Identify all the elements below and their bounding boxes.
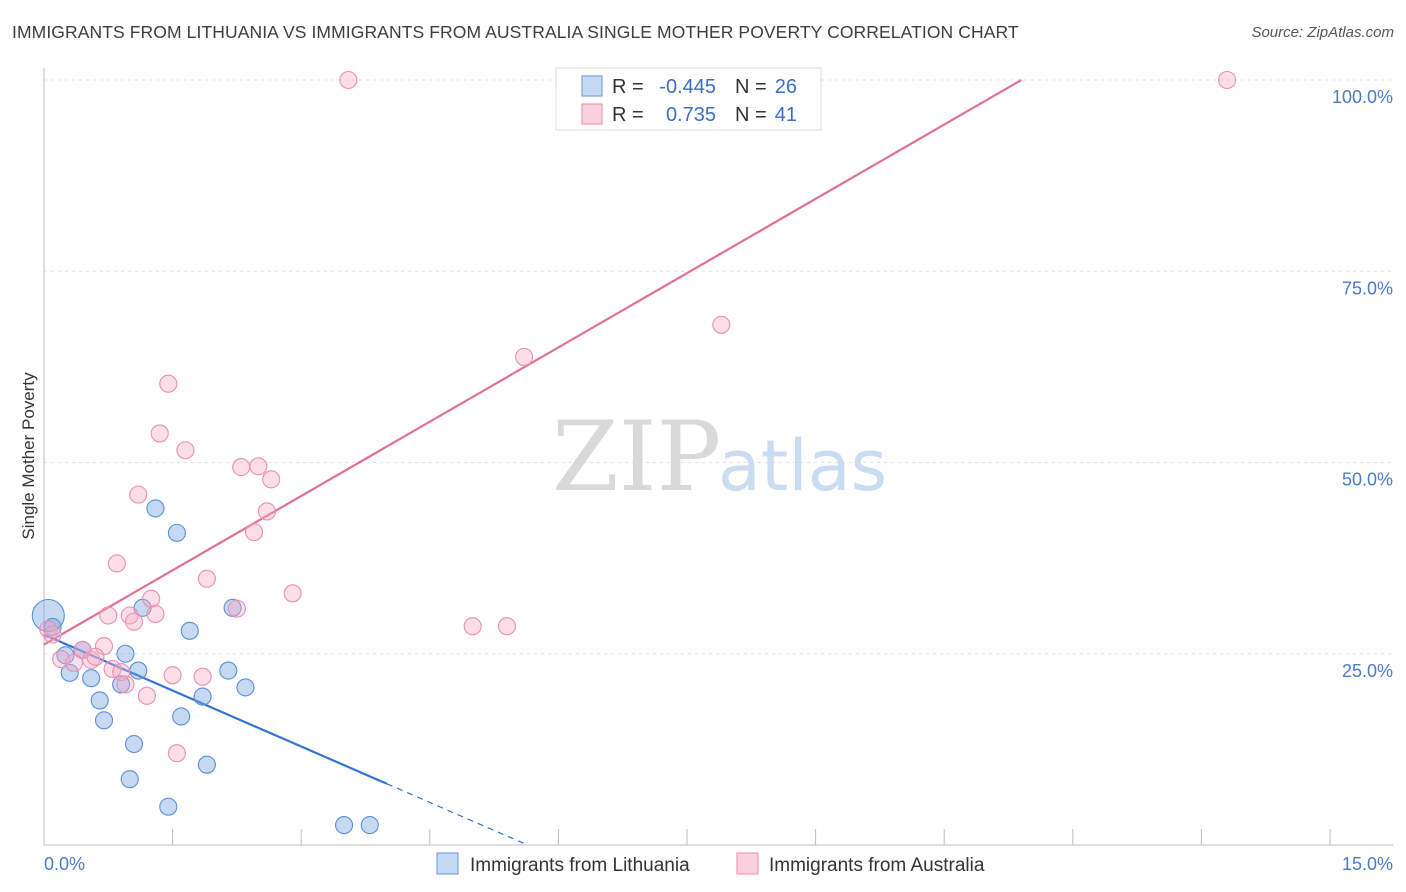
point-australia-22 [176, 441, 195, 460]
point-australia-20 [163, 666, 182, 685]
legend-swatch-australia [736, 852, 759, 875]
point-australia-27 [244, 523, 264, 542]
point-lithuania-16 [167, 523, 186, 542]
point-lithuania-21 [219, 661, 238, 680]
point-australia-16 [142, 589, 161, 608]
axes [43, 68, 1393, 846]
point-australia-28 [249, 457, 268, 476]
point-lithuania-14 [146, 499, 165, 518]
stats-swatch-lithuania [581, 75, 603, 97]
y-tick-label-1: 50.0% [1342, 470, 1393, 490]
point-australia-13 [124, 612, 144, 631]
point-australia-39 [1218, 70, 1237, 90]
trend-lines [43, 79, 1022, 845]
series-legend: Immigrants from Lithuania Immigrants fro… [436, 852, 985, 876]
point-australia-3 [64, 653, 84, 672]
point-australia-9 [116, 675, 135, 694]
point-australia-21 [167, 744, 186, 763]
watermark-zip: ZIP [552, 401, 721, 513]
legend-swatch-lithuania [436, 852, 459, 875]
x-tick-label-min: 0.0% [44, 854, 85, 874]
point-australia-25 [227, 599, 246, 618]
point-australia-17 [146, 604, 165, 624]
grid [44, 79, 1393, 655]
point-australia-1 [43, 625, 62, 644]
trend-line-1 [43, 79, 1022, 646]
point-lithuania-24 [335, 816, 354, 835]
watermark: ZIP atlas [552, 401, 887, 513]
point-australia-24 [197, 569, 216, 588]
point-lithuania-12 [120, 770, 139, 789]
point-australia-11 [107, 554, 126, 573]
watermark-atlas: atlas [718, 425, 887, 507]
point-australia-18 [150, 424, 169, 443]
y-tick-label-2: 75.0% [1342, 278, 1393, 298]
point-australia-36 [497, 617, 517, 636]
point-lithuania-17 [172, 707, 191, 726]
stats-n-label-2: N = [735, 104, 767, 126]
legend-label-australia: Immigrants from Australia [769, 855, 985, 876]
legend-label-lithuania: Immigrants from Lithuania [470, 855, 690, 876]
point-lithuania-15 [159, 797, 178, 816]
point-australia-32 [339, 70, 358, 90]
point-australia-15 [137, 686, 156, 705]
point-australia-35 [463, 617, 482, 636]
y-tick-label-0: 25.0% [1342, 661, 1393, 681]
tick-labels: 25.0% 50.0% 75.0% 100.0% 0.0% 15.0% [44, 87, 1393, 874]
point-lithuania-10 [129, 661, 148, 680]
stats-n-value-lithuania: 26 [775, 76, 797, 98]
point-lithuania-8 [94, 711, 114, 730]
stats-legend: R = -0.445 N = 26 R = 0.735 N = 41 [555, 67, 822, 131]
point-australia-29 [257, 502, 276, 521]
point-australia-23 [193, 667, 212, 686]
point-australia-14 [129, 485, 148, 504]
point-australia-10 [99, 606, 118, 625]
chart-title: IMMIGRANTS FROM LITHUANIA VS IMMIGRANTS … [12, 22, 1019, 42]
point-lithuania-18 [180, 621, 199, 640]
point-lithuania-25 [360, 816, 379, 835]
stats-n-label-1: N = [735, 76, 767, 98]
stats-r-value-lithuania: -0.445 [659, 76, 716, 98]
stats-r-label-1: R = [612, 76, 644, 98]
stats-n-value-australia: 41 [775, 104, 797, 126]
point-lithuania-7 [116, 644, 135, 663]
point-lithuania-11 [124, 734, 144, 754]
data-points [31, 70, 1237, 835]
point-lithuania-0 [31, 598, 65, 633]
point-lithuania-20 [197, 755, 216, 774]
trend-line-0 [43, 633, 388, 785]
point-lithuania-19 [193, 687, 212, 706]
point-lithuania-3 [60, 663, 79, 682]
point-australia-26 [232, 458, 251, 477]
point-lithuania-23 [236, 678, 255, 697]
trend-line-extension-0 [386, 783, 525, 845]
stats-r-label-2: R = [612, 104, 644, 126]
y-tick-label-3: 100.0% [1332, 87, 1393, 107]
source-label: Source: ZipAtlas.com [1251, 24, 1394, 41]
point-australia-30 [262, 470, 281, 489]
stats-r-value-australia: 0.735 [666, 104, 716, 126]
point-australia-19 [159, 374, 178, 393]
y-axis-title: Single Mother Poverty [19, 372, 38, 540]
point-australia-38 [712, 315, 731, 334]
stats-swatch-australia [581, 103, 603, 125]
x-tick-label-max: 15.0% [1342, 854, 1393, 874]
point-australia-40 [86, 647, 105, 666]
point-australia-31 [283, 584, 302, 603]
point-australia-37 [515, 347, 534, 366]
point-lithuania-6 [90, 691, 109, 710]
point-lithuania-5 [82, 669, 101, 688]
